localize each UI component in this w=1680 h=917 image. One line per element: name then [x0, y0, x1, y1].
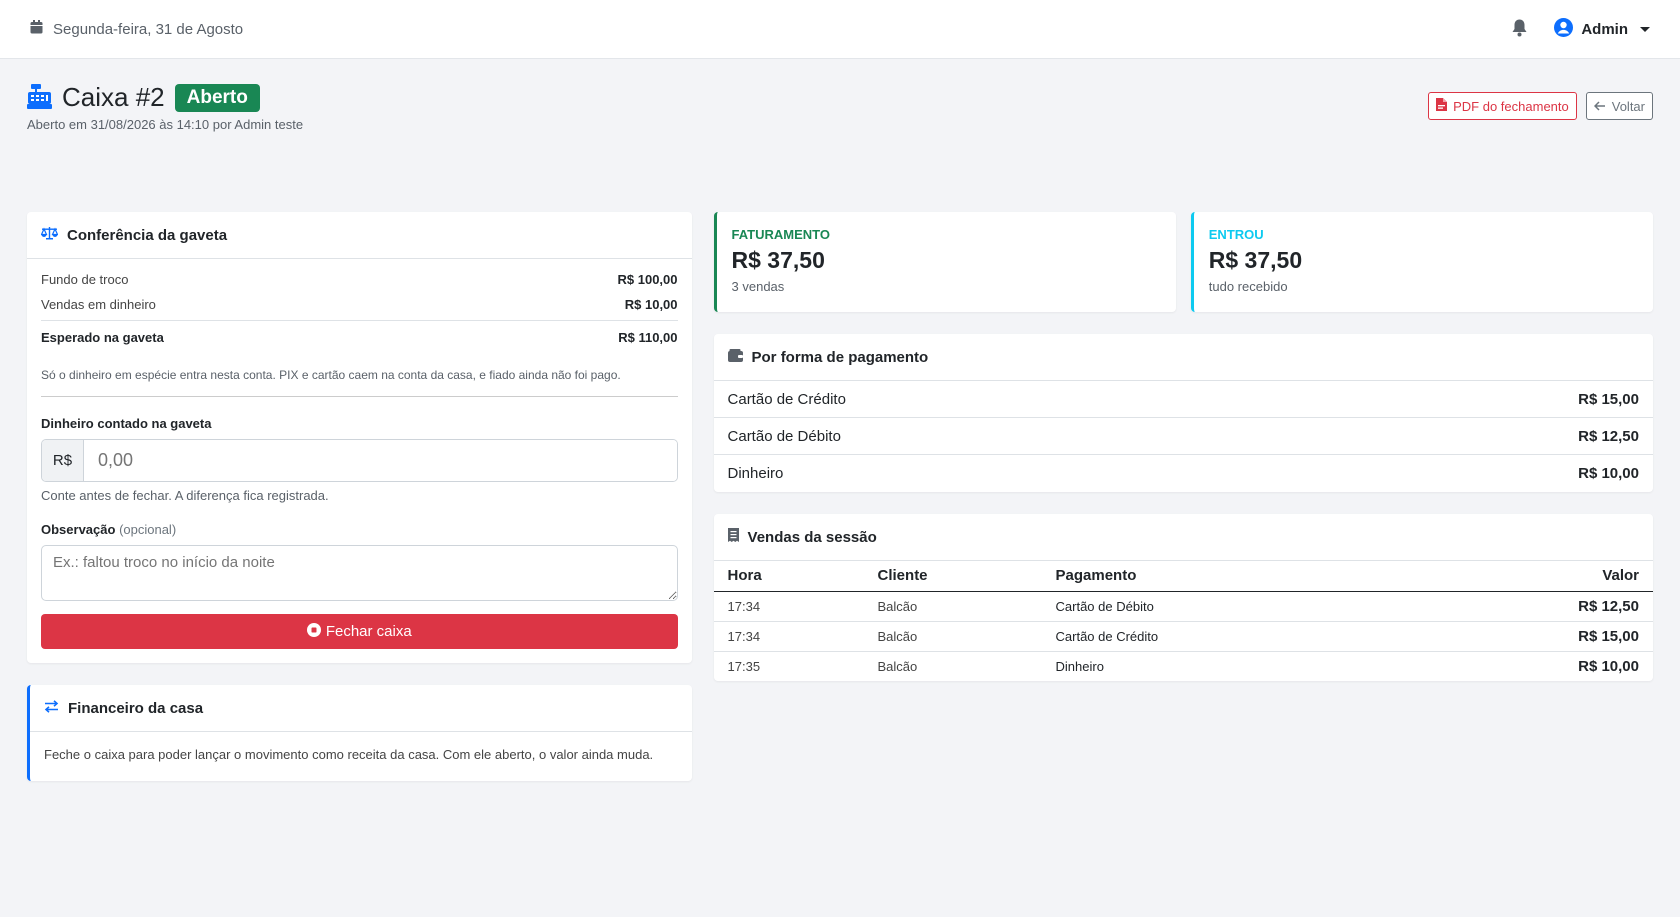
- sales-table-header-row: Hora Cliente Pagamento Valor: [714, 561, 1653, 591]
- payment-value: R$ 10,00: [1578, 465, 1639, 482]
- payment-label: Cartão de Crédito: [728, 391, 846, 408]
- house-finance-card: Financeiro da casa Feche o caixa para po…: [27, 685, 692, 781]
- calendar-icon: [30, 20, 43, 38]
- column-header-time: Hora: [714, 561, 864, 591]
- cash-fund-label: Fundo de troco: [41, 272, 128, 287]
- counted-cash-input[interactable]: [84, 440, 677, 481]
- observation-label-text: Observação: [41, 522, 115, 537]
- house-finance-header: Financeiro da casa: [30, 685, 692, 732]
- sale-time: 17:34: [714, 591, 864, 621]
- received-stat-card: ENTROU R$ 37,50 tudo recebido: [1191, 212, 1653, 312]
- close-cash-button[interactable]: Fechar caixa: [41, 614, 678, 649]
- sale-value: R$ 12,50: [1405, 591, 1653, 621]
- cash-sales-label: Vendas em dinheiro: [41, 297, 156, 312]
- back-button[interactable]: Voltar: [1586, 92, 1653, 120]
- session-sales-card: Vendas da sessão Hora Cliente Pagamento …: [714, 514, 1653, 681]
- exchange-arrows-icon: [44, 700, 59, 717]
- table-row: 17:35 Balcão Dinheiro R$ 10,00: [714, 651, 1653, 681]
- cash-sales-value: R$ 10,00: [625, 297, 678, 312]
- back-label: Voltar: [1612, 99, 1645, 114]
- receipt-icon: [728, 528, 739, 546]
- top-navbar: Segunda-feira, 31 de Agosto Admin: [0, 0, 1680, 59]
- page-subtitle: Aberto em 31/08/2026 às 14:10 por Admin …: [27, 117, 303, 132]
- payment-row-debit: Cartão de Débito R$ 12,50: [714, 418, 1653, 455]
- user-menu[interactable]: Admin: [1554, 18, 1650, 41]
- revenue-stat-card: FATURAMENTO R$ 37,50 3 vendas: [714, 212, 1176, 312]
- received-stat-label: ENTROU: [1209, 227, 1638, 242]
- sale-client: Balcão: [864, 591, 1042, 621]
- revenue-stat-sub: 3 vendas: [732, 279, 1161, 294]
- payment-methods-header: Por forma de pagamento: [714, 334, 1653, 381]
- revenue-stat-label: FATURAMENTO: [732, 227, 1161, 242]
- sale-time: 17:34: [714, 621, 864, 651]
- chevron-down-icon: [1640, 27, 1650, 32]
- cash-fund-row: Fundo de troco R$ 100,00: [41, 267, 678, 292]
- cash-only-note: Só o dinheiro em espécie entra nesta con…: [41, 368, 678, 397]
- column-header-client: Cliente: [864, 561, 1042, 591]
- house-finance-text: Feche o caixa para poder lançar o movime…: [30, 732, 692, 781]
- sale-value: R$ 15,00: [1405, 621, 1653, 651]
- drawer-check-card: Conferência da gaveta Fundo de troco R$ …: [27, 212, 692, 663]
- sale-client: Balcão: [864, 651, 1042, 681]
- payment-label: Dinheiro: [728, 465, 784, 482]
- session-sales-header: Vendas da sessão: [714, 514, 1653, 561]
- table-row: 17:34 Balcão Cartão de Crédito R$ 15,00: [714, 621, 1653, 651]
- payment-value: R$ 12,50: [1578, 428, 1639, 445]
- pdf-closing-label: PDF do fechamento: [1453, 99, 1569, 114]
- expected-total-value: R$ 110,00: [618, 330, 677, 345]
- sale-client: Balcão: [864, 621, 1042, 651]
- observation-textarea[interactable]: [41, 545, 678, 601]
- counted-cash-label: Dinheiro contado na gaveta: [41, 416, 678, 431]
- observation-optional-text: (opcional): [119, 522, 176, 537]
- sale-payment: Cartão de Débito: [1042, 591, 1406, 621]
- arrow-left-icon: [1594, 99, 1606, 114]
- drawer-check-title: Conferência da gaveta: [67, 227, 227, 244]
- sale-time: 17:35: [714, 651, 864, 681]
- payment-methods-card: Por forma de pagamento Cartão de Crédito…: [714, 334, 1653, 492]
- cash-fund-value: R$ 100,00: [618, 272, 678, 287]
- table-row: 17:34 Balcão Cartão de Débito R$ 12,50: [714, 591, 1653, 621]
- cash-register-icon: [27, 84, 52, 112]
- pdf-closing-button[interactable]: PDF do fechamento: [1428, 92, 1577, 120]
- sales-table: Hora Cliente Pagamento Valor 17:34 Balcã…: [714, 561, 1653, 681]
- column-header-value: Valor: [1405, 561, 1653, 591]
- sale-payment: Cartão de Crédito: [1042, 621, 1406, 651]
- user-name: Admin: [1581, 21, 1628, 38]
- counted-cash-group: R$: [41, 439, 678, 482]
- expected-total-label: Esperado na gaveta: [41, 330, 164, 345]
- date-display: Segunda-feira, 31 de Agosto: [30, 20, 243, 38]
- bell-icon[interactable]: [1511, 19, 1528, 40]
- payment-methods-title: Por forma de pagamento: [752, 349, 929, 366]
- current-date: Segunda-feira, 31 de Agosto: [53, 21, 243, 38]
- payment-row-credit: Cartão de Crédito R$ 15,00: [714, 381, 1653, 418]
- payment-value: R$ 15,00: [1578, 391, 1639, 408]
- received-stat-value: R$ 37,50: [1209, 247, 1638, 274]
- status-badge: Aberto: [175, 84, 260, 112]
- payment-label: Cartão de Débito: [728, 428, 841, 445]
- file-pdf-icon: [1436, 98, 1447, 114]
- user-circle-icon: [1554, 18, 1573, 41]
- balance-scale-icon: [41, 226, 58, 244]
- column-header-payment: Pagamento: [1042, 561, 1406, 591]
- currency-prefix: R$: [42, 440, 84, 481]
- page-title: Caixa #2: [62, 82, 165, 113]
- observation-label: Observação (opcional): [41, 522, 678, 537]
- sale-payment: Dinheiro: [1042, 651, 1406, 681]
- stop-circle-icon: [307, 623, 321, 641]
- session-sales-title: Vendas da sessão: [748, 529, 877, 546]
- expected-total-row: Esperado na gaveta R$ 110,00: [41, 320, 678, 350]
- counted-cash-help: Conte antes de fechar. A diferença fica …: [41, 488, 678, 503]
- cash-sales-row: Vendas em dinheiro R$ 10,00: [41, 292, 678, 317]
- sale-value: R$ 10,00: [1405, 651, 1653, 681]
- house-finance-title: Financeiro da casa: [68, 700, 203, 717]
- wallet-icon: [728, 349, 743, 366]
- drawer-check-header: Conferência da gaveta: [27, 212, 692, 259]
- close-cash-label: Fechar caixa: [326, 623, 412, 640]
- received-stat-sub: tudo recebido: [1209, 279, 1638, 294]
- payment-row-cash: Dinheiro R$ 10,00: [714, 455, 1653, 492]
- revenue-stat-value: R$ 37,50: [732, 247, 1161, 274]
